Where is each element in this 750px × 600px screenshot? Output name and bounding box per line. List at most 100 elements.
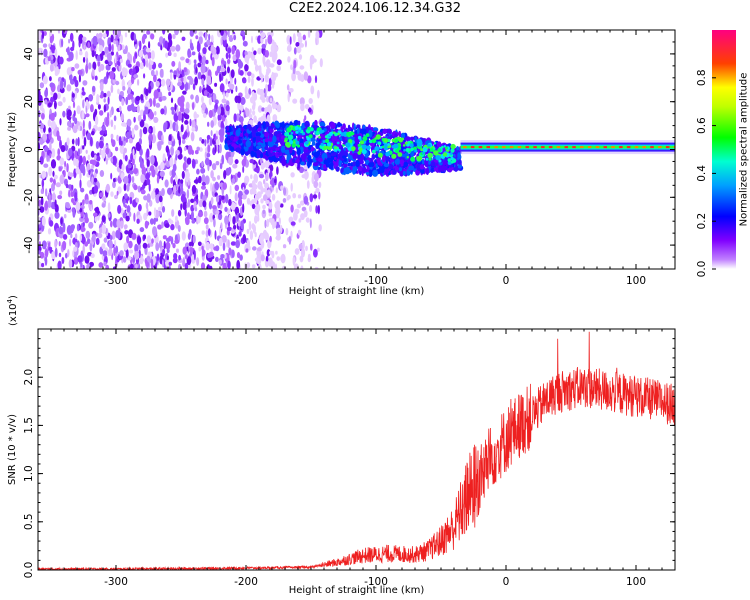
noise-point: [181, 231, 186, 241]
noise-point: [209, 212, 214, 223]
noise-point: [135, 95, 141, 102]
noise-point: [110, 133, 114, 139]
noise-point: [129, 249, 134, 254]
noise-point: [57, 260, 62, 269]
noise-point: [269, 63, 275, 68]
noise-point: [142, 164, 145, 169]
noise-point: [149, 111, 154, 120]
noise-point: [134, 243, 139, 254]
noise-point: [316, 37, 319, 46]
noise-point: [263, 179, 266, 185]
noise-point: [191, 159, 196, 169]
noise-point: [251, 203, 256, 210]
signal-point: [330, 122, 336, 130]
noise-point: [137, 114, 142, 122]
signal-point: [250, 150, 255, 158]
noise-point: [238, 231, 242, 237]
noise-point: [222, 182, 227, 190]
signal-point: [339, 153, 345, 161]
noise-point: [111, 67, 116, 72]
noise-point: [265, 50, 269, 58]
noise-point: [207, 257, 213, 263]
signal-peak: [365, 133, 370, 138]
noise-point: [115, 80, 120, 86]
signal-point: [394, 166, 399, 171]
noise-point: [240, 220, 244, 230]
noise-point: [117, 204, 122, 214]
signal-point: [438, 165, 442, 173]
signal-peak: [342, 144, 345, 147]
noise-point: [47, 56, 51, 62]
signal-point: [293, 119, 300, 126]
noise-point: [245, 248, 249, 253]
signal-point: [260, 143, 266, 148]
noise-point: [196, 146, 200, 151]
noise-point: [125, 96, 129, 106]
noise-point: [51, 148, 56, 158]
noise-point: [57, 148, 61, 157]
noise-point: [265, 83, 268, 94]
noise-point: [290, 230, 293, 239]
noise-point: [307, 75, 312, 84]
noise-point: [219, 83, 225, 93]
noise-point: [178, 254, 182, 261]
noise-point: [244, 175, 250, 184]
noise-point: [296, 32, 302, 38]
noise-point: [105, 264, 110, 269]
signal-peak: [320, 142, 324, 146]
noise-point: [71, 93, 75, 98]
noise-point: [196, 42, 201, 53]
noise-point: [72, 101, 76, 109]
noise-point: [233, 113, 237, 123]
x-tick-label: -200: [234, 275, 258, 287]
noise-point: [193, 250, 196, 261]
noise-point: [269, 179, 273, 185]
noise-point: [265, 199, 270, 204]
noise-point: [279, 225, 283, 234]
noise-point: [299, 97, 305, 106]
carrier-peak: [626, 146, 631, 149]
noise-point: [269, 235, 272, 243]
noise-point: [299, 255, 304, 263]
noise-point: [94, 216, 98, 222]
noise-point: [309, 218, 312, 229]
signal-peak: [338, 149, 341, 152]
noise-point: [140, 173, 145, 184]
noise-point: [215, 161, 220, 166]
noise-point: [42, 75, 48, 85]
noise-point: [161, 206, 166, 213]
noise-point: [292, 98, 298, 104]
signal-point: [300, 153, 307, 161]
noise-point: [303, 195, 309, 205]
noise-point: [167, 187, 173, 195]
noise-point: [205, 229, 209, 238]
noise-point: [93, 212, 98, 217]
noise-point: [133, 74, 139, 79]
noise-point: [168, 120, 173, 130]
noise-point: [138, 204, 142, 212]
signal-peak: [393, 143, 399, 149]
signal-point: [420, 168, 425, 174]
noise-point: [198, 31, 204, 37]
noise-point: [275, 250, 278, 255]
noise-point: [43, 163, 49, 168]
noise-point: [202, 47, 207, 55]
noise-point: [119, 140, 122, 145]
noise-point: [185, 58, 190, 64]
signal-point: [457, 164, 462, 169]
noise-point: [111, 43, 114, 52]
noise-point: [128, 211, 132, 218]
signal-peak: [325, 138, 330, 143]
noise-point: [58, 226, 64, 235]
noise-point: [181, 139, 186, 145]
noise-point: [230, 201, 236, 211]
noise-point: [215, 195, 220, 203]
noise-point: [91, 50, 95, 58]
noise-point: [189, 118, 192, 127]
signal-point: [295, 158, 300, 164]
noise-point: [247, 75, 251, 84]
noise-point: [41, 30, 45, 40]
noise-point: [155, 102, 161, 108]
noise-point: [48, 191, 51, 202]
noise-point: [135, 142, 141, 151]
